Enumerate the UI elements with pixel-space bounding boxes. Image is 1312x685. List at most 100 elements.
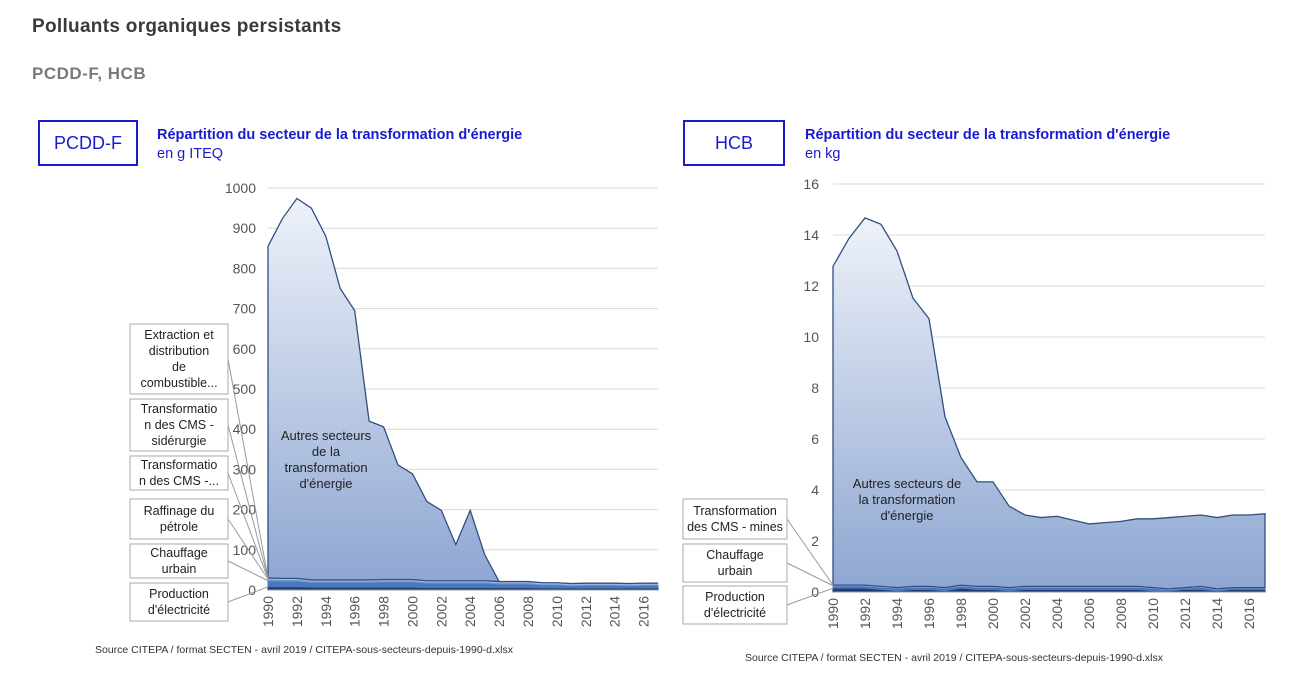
series-label-line: urbain (718, 564, 753, 578)
x-tick-label: 1994 (889, 598, 905, 629)
leader-line (227, 358, 269, 579)
y-tick-label: 1000 (225, 180, 256, 196)
chart-unit: en kg (805, 146, 841, 162)
series-label-line: Production (149, 587, 209, 601)
series-label-line: des CMS - mines (687, 520, 783, 534)
x-tick-label: 1990 (260, 596, 276, 627)
area-series-autres-secteurs-de-la-transformation-d-energie (832, 217, 1266, 590)
x-tick-label: 2016 (1241, 598, 1257, 629)
x-tick-label: 2006 (1081, 598, 1097, 629)
x-tick-label: 2002 (433, 596, 449, 627)
y-tick-label: 6 (811, 431, 819, 447)
x-tick-label: 2004 (462, 596, 478, 627)
page-subtitle: PCDD-F, HCB (32, 64, 147, 83)
leader-line (786, 562, 834, 587)
series-label-box (129, 582, 229, 622)
series-label-box (682, 543, 788, 583)
series-label-line: sidérurgie (152, 434, 207, 448)
x-tick-label: 2014 (1209, 598, 1225, 629)
chart-hcb: HCB Répartition du secteur de la transfo… (665, 118, 1310, 678)
chart-unit: en g ITEQ (157, 146, 224, 162)
series-label-box (129, 455, 229, 491)
pollutant-box-pcddf: PCDD-F (38, 120, 138, 166)
series-label-box (129, 498, 229, 540)
series-label-line: d'énergie (299, 476, 352, 491)
leader-line (786, 518, 834, 586)
x-tick-label: 2000 (404, 596, 420, 627)
y-tick-label: 12 (803, 278, 819, 294)
x-tick-label: 2010 (549, 596, 565, 627)
y-tick-label: 900 (233, 220, 257, 236)
x-tick-label: 1996 (347, 596, 363, 627)
leader-line (227, 472, 269, 579)
series-label-transformation-des-cms-mines: Transformation des CMS - mines (687, 504, 783, 534)
series-label-autres-secteurs-de-la-transformation-d-energie: Autres secteurs de la transformation d'éne… (853, 476, 961, 523)
y-tick-label: 2 (811, 533, 819, 549)
chart-svg-pcddf: 0 100 200 300 400 500 600 700 800 900 1000 1990 1992… (129, 180, 659, 627)
series-label-line: Raffinage du (144, 504, 215, 518)
chart-pcddf: PCDD-F Répartition du secteur de la tran… (0, 118, 665, 678)
series-label-line: pétrole (160, 520, 198, 534)
x-tick-label: 2000 (985, 598, 1001, 629)
area-series-autres-secteurs-de-la-transformation-d-energie (267, 197, 658, 585)
series-label-line: d'électricité (148, 603, 210, 617)
page-title: Polluants organiques persistants (32, 16, 342, 37)
y-tick-label: 700 (233, 301, 257, 317)
chart-title-text: Répartition du secteur de la transformat… (157, 127, 523, 143)
series-label-line: d'électricité (704, 606, 766, 620)
y-tick-label: 10 (803, 329, 819, 345)
series-label-line: Transformation (693, 504, 777, 518)
y-tick-label: 0 (248, 582, 256, 598)
series-label-production-d-electricite: Production d'électricité (704, 590, 766, 620)
x-tick-label: 1998 (953, 598, 969, 629)
chart-title-pcddf: Répartition du secteur de la transformat… (157, 126, 522, 164)
x-tick-label: 2012 (1177, 598, 1193, 629)
y-tick-label: 8 (811, 380, 819, 396)
series-label-autres-secteurs-de-la-transformation-d-energie: Autres secteurs de la transformation d'éner… (281, 428, 372, 491)
series-label-line: transformation (284, 460, 367, 475)
pollutant-box-hcb: HCB (683, 120, 785, 166)
series-label-line: Autres secteurs de (853, 476, 961, 491)
series-label-line: Chauffage (150, 546, 208, 560)
series-label-transformation-des-cms: Transformatio n des CMS -... (139, 458, 219, 488)
x-tick-label: 2010 (1145, 598, 1161, 629)
y-tick-label: 300 (233, 461, 257, 477)
x-tick-label: 1994 (318, 596, 334, 627)
series-label-box (129, 543, 229, 579)
chart-title-text: Répartition du secteur de la transformat… (805, 127, 1171, 143)
series-label-extraction-et-distribution-de-combustible: Extraction et distribution de combustible..… (140, 328, 217, 390)
x-tick-label: 2008 (520, 596, 536, 627)
leader-line (227, 586, 269, 603)
x-tick-label: 2008 (1113, 598, 1129, 629)
y-tick-label: 100 (233, 542, 257, 558)
series-label-line: Autres secteurs (281, 428, 372, 443)
x-tick-label: 2006 (491, 596, 507, 627)
series-label-line: Chauffage (706, 548, 764, 562)
series-label-chauffage-urbain: Chauffage urbain (150, 546, 208, 576)
series-label-production-d-electricite: Production d'électricité (148, 587, 210, 617)
leader-line (227, 560, 269, 582)
x-tick-label: 1998 (376, 596, 392, 627)
series-label-box (129, 323, 229, 395)
x-tick-label: 2004 (1049, 598, 1065, 629)
series-label-raffinage-du-petrole: Raffinage du pétrole (144, 504, 215, 534)
series-label-line: Transformatio (141, 458, 218, 472)
y-tick-label: 800 (233, 260, 257, 276)
y-tick-label: 500 (233, 381, 257, 397)
x-tick-label: 2012 (578, 596, 594, 627)
x-tick-label: 2016 (636, 596, 652, 627)
y-tick-label: 0 (811, 584, 819, 600)
series-label-chauffage-urbain: Chauffage urbain (706, 548, 764, 578)
series-label-line: Transformatio (141, 402, 218, 416)
y-tick-label: 16 (803, 176, 819, 192)
y-tick-label: 200 (233, 502, 257, 518)
series-label-line: n des CMS -... (139, 474, 219, 488)
series-label-line: n des CMS - (144, 418, 213, 432)
series-label-line: Extraction et (144, 328, 214, 342)
series-label-line: urbain (162, 562, 197, 576)
x-tick-label: 2002 (1017, 598, 1033, 629)
y-tick-label: 14 (803, 227, 819, 243)
series-label-line: de (172, 360, 186, 374)
series-label-box (129, 398, 229, 452)
y-tick-label: 400 (233, 421, 257, 437)
